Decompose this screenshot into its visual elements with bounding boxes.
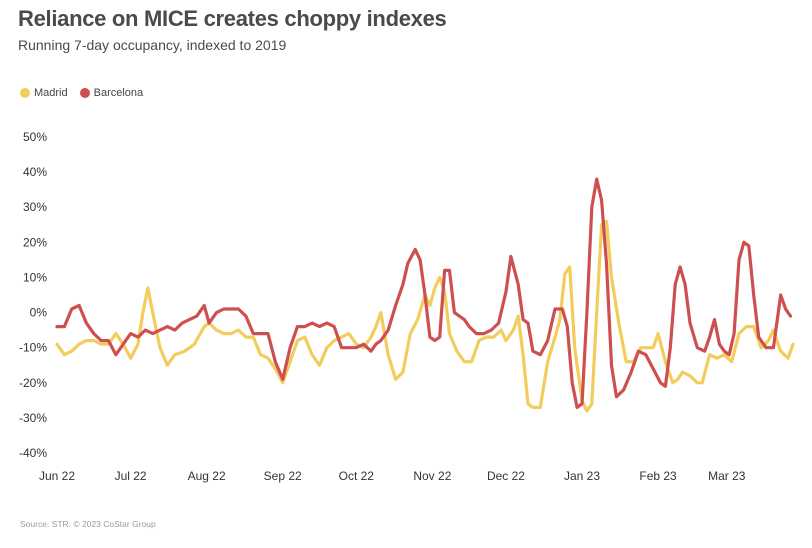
legend-swatch-barcelona [79, 88, 90, 98]
chart-subtitle: Running 7-day occupancy, indexed to 2019 [18, 37, 287, 53]
legend-label-madrid: Madrid [34, 87, 68, 99]
legend-label-barcelona: Barcelona [93, 87, 144, 99]
y-tick-label: 20% [23, 235, 47, 249]
x-tick-label: Dec 22 [487, 469, 525, 483]
legend-item-barcelona: Barcelona [79, 87, 144, 99]
x-tick-label: Aug 22 [188, 469, 226, 483]
x-tick-label: Nov 22 [413, 469, 451, 483]
y-tick-label: 30% [23, 200, 47, 214]
x-tick-label: Jan 23 [564, 469, 600, 483]
x-tick-label: Feb 23 [639, 469, 677, 483]
x-tick-label: Jun 22 [39, 469, 75, 483]
y-tick-label: 40% [23, 165, 47, 179]
series-line-madrid [55, 219, 795, 413]
y-tick-label: -30% [19, 411, 47, 425]
x-tick-label: Sep 22 [264, 469, 302, 483]
legend-swatch-madrid [20, 88, 30, 98]
x-tick-label: Jul 22 [115, 469, 147, 483]
y-tick-label: -20% [19, 376, 47, 390]
y-tick-label: 0% [30, 306, 48, 320]
y-tick-label: 50% [23, 130, 47, 144]
x-tick-label: Oct 22 [339, 469, 375, 483]
series-line-barcelona [55, 177, 793, 409]
chart-legend: Madrid Barcelona [20, 87, 143, 99]
x-tick-label: Mar 23 [708, 469, 746, 483]
chart-title: Reliance on MICE creates choppy indexes [18, 6, 447, 31]
legend-item-madrid: Madrid [20, 87, 68, 99]
source-note: Source: STR. © 2023 CoStar Group [20, 519, 156, 529]
y-tick-label: 10% [23, 270, 47, 284]
y-tick-label: -10% [19, 341, 47, 355]
y-tick-label: -40% [19, 446, 47, 460]
